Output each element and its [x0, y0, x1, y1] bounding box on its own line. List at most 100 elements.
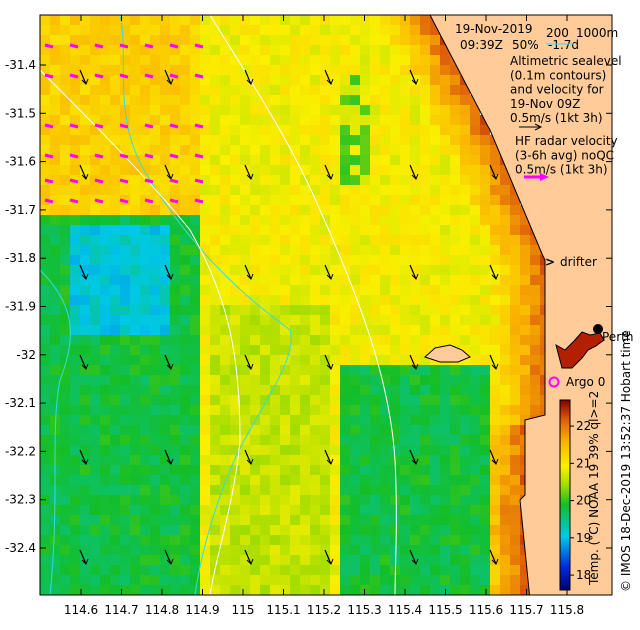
- sst-cell: [160, 95, 170, 105]
- sst-cell: [80, 505, 90, 515]
- sst-cell: [150, 465, 160, 475]
- sst-cell: [80, 545, 90, 555]
- sst-cell: [460, 275, 470, 285]
- sst-cell: [430, 25, 440, 35]
- sst-cell: [410, 365, 420, 375]
- sst-cell: [90, 315, 100, 325]
- sst-cell: [300, 85, 310, 95]
- sst-cell: [420, 535, 430, 545]
- sst-cell: [160, 465, 170, 475]
- hf-radar-arrow: [119, 123, 129, 129]
- sst-cell: [290, 75, 300, 85]
- sst-cell: [360, 85, 370, 95]
- sst-cell: [260, 175, 270, 185]
- sst-cell: [170, 445, 180, 455]
- sst-cell: [300, 175, 310, 185]
- sst-cell: [460, 205, 470, 215]
- sst-cell: [440, 165, 450, 175]
- sst-cell: [180, 75, 190, 85]
- sst-cell: [430, 555, 440, 565]
- sst-cell: [210, 265, 220, 275]
- sst-cell: [300, 585, 310, 595]
- sst-cell: [130, 215, 140, 225]
- sst-cell: [120, 295, 130, 305]
- sst-cell: [230, 75, 240, 85]
- sst-cell: [480, 385, 490, 395]
- sst-cell: [190, 205, 200, 215]
- sst-cell: [460, 265, 470, 275]
- sst-cell: [320, 345, 330, 355]
- sst-cell: [70, 55, 80, 65]
- sst-cell: [60, 575, 70, 585]
- sst-cell: [280, 45, 290, 55]
- sst-cell: [280, 175, 290, 185]
- sst-cell: [500, 195, 510, 205]
- lon-tick-label: 115.1: [266, 603, 300, 617]
- sst-cell: [480, 145, 490, 155]
- sst-cell: [70, 35, 80, 45]
- sst-cell: [280, 295, 290, 305]
- sst-cell: [260, 335, 270, 345]
- sst-cell: [170, 535, 180, 545]
- sst-cell: [380, 505, 390, 515]
- sst-cell: [380, 445, 390, 455]
- hf-radar-arrow: [119, 178, 129, 184]
- sst-cell: [400, 225, 410, 235]
- sst-cell: [160, 115, 170, 125]
- sst-cell: [170, 485, 180, 495]
- sst-cell: [310, 395, 320, 405]
- sst-cell: [370, 465, 380, 475]
- sst-cell: [380, 345, 390, 355]
- sst-cell: [330, 165, 340, 175]
- sst-cell: [370, 325, 380, 335]
- sst-cell: [390, 165, 400, 175]
- sst-cell: [130, 385, 140, 395]
- sst-cell: [360, 495, 370, 505]
- sst-cell: [470, 245, 480, 255]
- sst-cell: [320, 185, 330, 195]
- sst-cell: [450, 175, 460, 185]
- sst-cell: [240, 395, 250, 405]
- sst-cell: [160, 85, 170, 95]
- sst-cell: [170, 205, 180, 215]
- sst-cell: [300, 475, 310, 485]
- sst-cell: [280, 335, 290, 345]
- sst-cell: [370, 95, 380, 105]
- sst-cell: [200, 365, 210, 375]
- sst-cell: [80, 305, 90, 315]
- sst-cell: [100, 455, 110, 465]
- sst-cell: [420, 85, 430, 95]
- sst-cell: [110, 415, 120, 425]
- sst-cell: [500, 345, 510, 355]
- sst-cell: [390, 555, 400, 565]
- sst-cell: [250, 205, 260, 215]
- sst-cell: [60, 25, 70, 35]
- sst-cell: [260, 565, 270, 575]
- sst-cell: [210, 535, 220, 545]
- velocity-arrow: [244, 549, 252, 565]
- sst-cell: [380, 265, 390, 275]
- sst-cell: [320, 555, 330, 565]
- sst-cell: [170, 125, 180, 135]
- sst-cell: [120, 365, 130, 375]
- sst-cell: [140, 185, 150, 195]
- sst-cell: [160, 175, 170, 185]
- sst-cell: [490, 355, 500, 365]
- sst-cell: [320, 305, 330, 315]
- sst-cell: [380, 545, 390, 555]
- velocity-arrow: [409, 69, 417, 85]
- sst-cell: [440, 55, 450, 65]
- sst-cell: [400, 115, 410, 125]
- sst-cell: [380, 565, 390, 575]
- lon-tick-label: 114.7: [104, 603, 138, 617]
- sst-cell: [390, 395, 400, 405]
- sst-cell: [250, 255, 260, 265]
- lat-tick-label: -31.9: [5, 300, 36, 314]
- sst-cell: [320, 35, 330, 45]
- sst-cell: [370, 75, 380, 85]
- sst-cell: [210, 15, 220, 25]
- sst-cell: [420, 95, 430, 105]
- sst-cell: [420, 35, 430, 45]
- sst-cell: [450, 365, 460, 375]
- sst-cell: [180, 375, 190, 385]
